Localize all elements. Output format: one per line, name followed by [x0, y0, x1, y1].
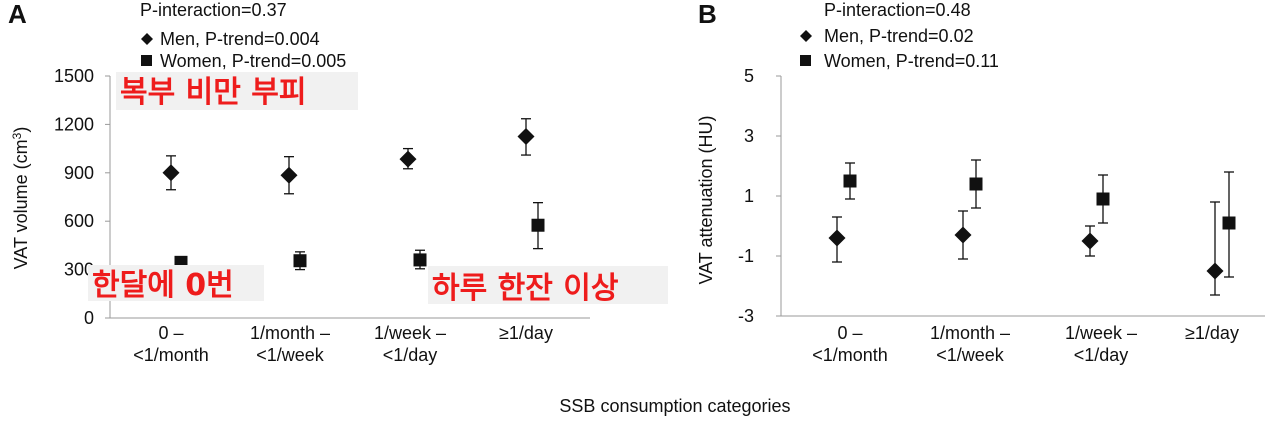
panel-b-y-ticks: -3 -1 1 3 5 [738, 66, 781, 326]
panel-b-x-category-label: ≥1/day [1185, 323, 1239, 343]
panel-a-y-tick-label: 1200 [54, 114, 94, 134]
panel-b-x-category-label: 1/month – <1/week [930, 323, 1010, 365]
panel-a-men-point [162, 164, 180, 182]
panel-b-y-tick-label: 5 [744, 66, 754, 86]
panel-b-marks [828, 159, 1236, 296]
overlay-high-box: 하루 한잔 이상 [428, 266, 668, 306]
panel-a-x-category-label: 0 – <1/month [133, 323, 209, 365]
panel-a-legend-women: Women, P-trend=0.005 [160, 51, 346, 71]
panel-b-women-point [1096, 192, 1110, 206]
panel-a-men-point [399, 150, 417, 168]
panel-b-label: B [698, 0, 717, 29]
panel-a-legend-women-marker-icon [141, 55, 152, 66]
panel-a-y-tick-label: 600 [64, 211, 94, 231]
overlay-title-text: 복부 비만 부피 [120, 75, 307, 110]
panel-a-women-point [413, 253, 427, 267]
panel-a-x-category-label: 1/week – <1/day [374, 323, 446, 365]
panel-a-legend: P-interaction=0.37 Men, P-trend=0.004 Wo… [140, 0, 346, 71]
panel-a-x-category-line: <1/month [133, 345, 209, 365]
panel-b-x-category-line: 1/week – [1065, 323, 1137, 343]
panel-a-x-category-line: 1/month – [250, 323, 330, 343]
panel-b-y-tick-label: -3 [738, 306, 754, 326]
overlay-title-bg [116, 72, 358, 110]
panel-a-legend-men: Men, P-trend=0.004 [160, 29, 320, 49]
panel-a-x-category-line: ≥1/day [499, 323, 553, 343]
overlay-low-bg [88, 265, 264, 301]
panel-b-men-point [1206, 262, 1224, 280]
panel-a-x-categories: 0 – <1/month 1/month – <1/week 1/week – <1/da… [133, 323, 553, 365]
panel-a-y-axis-title-close: ) [11, 127, 31, 133]
panel-b-men-point [1081, 232, 1099, 250]
panel-a-women-point [293, 254, 307, 268]
x-axis-title: SSB consumption categories [559, 396, 790, 416]
panel-b-legend-men: Men, P-trend=0.02 [824, 26, 974, 46]
panel-b-x-categories: 0 – <1/month 1/month – <1/week 1/week – <1/da… [812, 323, 1239, 365]
panel-b-y-tick-label: 3 [744, 126, 754, 146]
panel-b-women-point [843, 174, 857, 188]
panel-a-y-axis-title-sup: 3 [10, 132, 24, 139]
panel-a-y-tick-label: 900 [64, 163, 94, 183]
panel-b-chart: B P-interaction=0.48 Men, P-trend=0.02 W… [696, 0, 1265, 365]
panel-b-x-category-label: 1/week – <1/day [1065, 323, 1137, 365]
panel-a-y-ticks: 0 300 600 900 1200 1500 [54, 66, 110, 328]
panel-b-y-tick-label: 1 [744, 186, 754, 206]
panel-b-x-category-line: ≥1/day [1185, 323, 1239, 343]
panel-b-women-point [969, 177, 983, 191]
overlay-low-box: 한달에 0번 [88, 265, 264, 303]
panel-a-legend-men-marker-icon [141, 33, 153, 45]
panel-b-y-tick-label: -1 [738, 246, 754, 266]
panel-b-x-category-line: 0 – [837, 323, 862, 343]
panel-b-men-point [954, 226, 972, 244]
panel-b-x-category-label: 0 – <1/month [812, 323, 888, 365]
panel-b-x-category-line: <1/day [1074, 345, 1129, 365]
panel-b-legend-women-marker-icon [800, 55, 811, 66]
panel-a-y-tick-label: 0 [84, 308, 94, 328]
panel-b-legend-men-marker-icon [800, 30, 812, 42]
panel-b-legend-women: Women, P-trend=0.11 [824, 51, 999, 71]
overlay-high-text: 하루 한잔 이상 [432, 271, 619, 306]
panel-a-label: A [8, 0, 27, 29]
panel-a-x-category-line: 0 – [158, 323, 183, 343]
panel-a-men-point [280, 166, 298, 184]
panel-a-y-axis-title: VAT volume (cm3) [10, 127, 31, 270]
panel-a-x-category-line: 1/week – [374, 323, 446, 343]
panel-a-y-tick-label: 300 [64, 260, 94, 280]
panel-a-women-point [531, 218, 545, 232]
overlay-high-bg [428, 266, 668, 304]
panel-a-x-category-label: ≥1/day [499, 323, 553, 343]
panel-a-x-category-line: <1/day [383, 345, 438, 365]
panel-b-x-category-line: <1/month [812, 345, 888, 365]
panel-a-men-point [517, 128, 535, 145]
panel-a-x-category-label: 1/month – <1/week [250, 323, 330, 365]
panel-b-interaction-text: P-interaction=0.48 [824, 0, 971, 20]
overlay-low-text: 한달에 0번 [92, 268, 234, 303]
panel-b-legend: P-interaction=0.48 Men, P-trend=0.02 Wom… [800, 0, 999, 71]
panel-a-x-category-line: <1/week [256, 345, 325, 365]
panel-b-y-axis-title: VAT attenuation (HU) [696, 115, 716, 284]
panel-a-interaction-text: P-interaction=0.37 [140, 0, 287, 20]
panel-a-marks [162, 118, 545, 271]
panel-b-women-point [1222, 216, 1236, 230]
panel-a-y-tick-label: 1500 [54, 66, 94, 86]
panel-b-x-category-line: <1/week [936, 345, 1005, 365]
panel-b-men-point [828, 229, 846, 247]
panel-a-y-axis-title-main: VAT volume (cm [11, 139, 31, 269]
panel-a-chart: A P-interaction=0.37 Men, P-trend=0.004 … [8, 0, 668, 365]
overlay-title-box: 복부 비만 부피 [116, 72, 358, 110]
panel-b-x-category-line: 1/month – [930, 323, 1010, 343]
